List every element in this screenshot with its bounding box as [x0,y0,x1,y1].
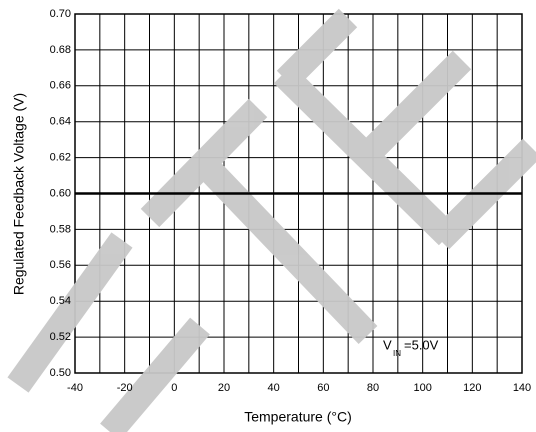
x-tick-label: 0 [171,382,177,394]
y-tick-label: 0.62 [50,152,71,164]
y-tick-label: 0.68 [50,44,71,56]
x-tick-label: 40 [268,382,280,394]
watermark [7,8,536,432]
annotation-text: V [383,337,392,352]
x-axis-label: Temperature (°C) [244,409,352,425]
x-tick-label: 100 [413,382,431,394]
x-tick-label: 80 [367,382,379,394]
x-tick-label: -20 [117,382,133,394]
y-tick-label: 0.70 [50,8,71,20]
y-tick-label: 0.60 [50,187,71,199]
y-tick-label: 0.54 [50,295,71,307]
y-tick-label: 0.64 [50,116,71,128]
y-tick-label: 0.56 [50,259,71,271]
x-tick-label: 120 [463,382,481,394]
y-axis-label: Regulated Feedback Voltage (V) [11,93,27,295]
x-tick-label: 20 [218,382,230,394]
y-tick-label: 0.52 [50,331,71,343]
x-tick-label: 140 [513,382,531,394]
annotation-subscript: IN [393,349,401,358]
y-tick-label: 0.50 [50,367,71,379]
annotation-suffix: =5.0V [404,337,439,352]
y-tick-label: 0.66 [50,80,71,92]
x-tick-label: 60 [317,382,329,394]
x-tick-label: -40 [67,382,83,394]
y-tick-label: 0.58 [50,223,71,235]
